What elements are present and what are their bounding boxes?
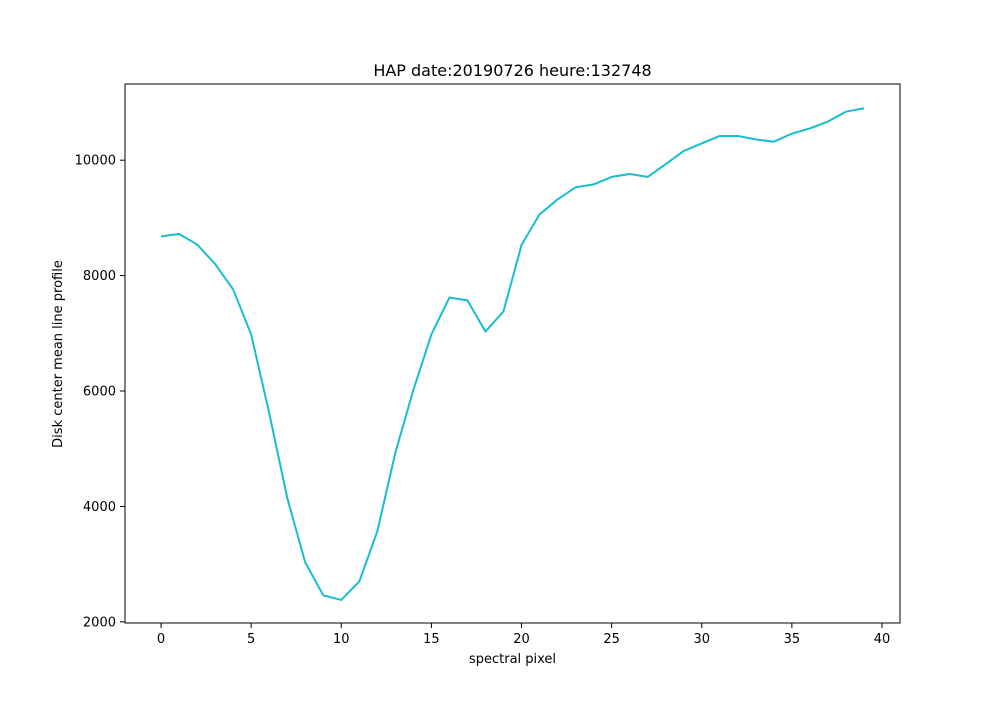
x-tick-label: 20 [513,632,530,647]
x-tick-label: 0 [157,632,165,647]
x-tick-label: 35 [784,632,801,647]
y-tick-label: 2000 [83,615,116,630]
y-tick-label: 8000 [83,269,116,284]
chart-title: HAP date:20190726 heure:132748 [373,61,651,80]
x-axis-label: spectral pixel [469,652,556,667]
x-tick-label: 10 [333,632,350,647]
x-tick-label: 40 [874,632,891,647]
x-tick-label: 15 [423,632,440,647]
series-line-0 [160,107,865,601]
y-tick-label: 10000 [75,154,116,169]
y-tick-label: 6000 [83,385,116,400]
x-tick-label: 30 [693,632,710,647]
plot-frame [124,83,901,624]
x-tick-label: 5 [247,632,255,647]
x-tick-label: 25 [603,632,620,647]
y-axis-label: Disk center mean line profile [51,260,66,448]
y-tick-label: 4000 [83,500,116,515]
